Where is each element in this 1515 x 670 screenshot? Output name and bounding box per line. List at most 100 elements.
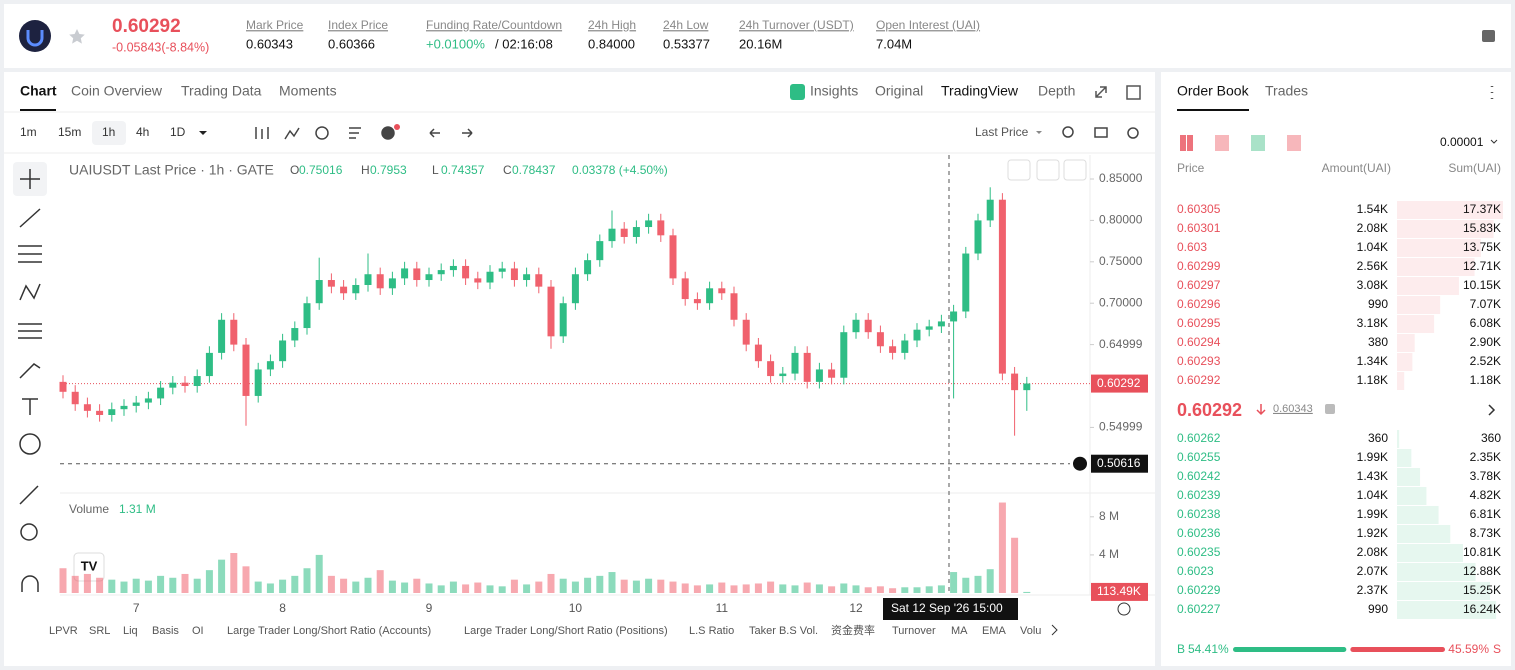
magnet-tool[interactable] <box>21 575 39 592</box>
chart-tab[interactable]: Moments <box>279 83 337 99</box>
volume-bar <box>779 584 787 593</box>
pattern-tool[interactable] <box>19 283 41 301</box>
book-amount: 3.18K <box>1357 316 1388 330</box>
crosshair-tool[interactable] <box>20 169 40 189</box>
fib-tool[interactable] <box>18 323 42 339</box>
indicator[interactable]: EMA <box>982 625 1007 637</box>
view-tab[interactable]: Depth <box>1038 83 1075 99</box>
y-tick-label: 0.75000 <box>1099 254 1143 268</box>
chart-tab[interactable]: Chart <box>20 83 57 99</box>
indicator[interactable]: Turnover <box>892 625 936 637</box>
candle-body <box>791 352 799 374</box>
price-type-arrow[interactable] <box>1036 131 1042 134</box>
indicator[interactable]: MA <box>951 625 968 637</box>
book-layout-bids[interactable] <box>1251 135 1265 151</box>
indicator[interactable]: L.S Ratio <box>689 625 734 637</box>
template-icon[interactable] <box>349 127 361 139</box>
channel-tool[interactable] <box>18 245 42 263</box>
text-tool[interactable] <box>22 398 38 415</box>
expand-icon[interactable] <box>1095 86 1107 98</box>
last-price-tag <box>1091 374 1148 393</box>
volume-bar <box>388 580 396 593</box>
book-tab[interactable]: Trades <box>1265 83 1308 99</box>
undo-icon[interactable] <box>429 128 440 138</box>
scroll-btn[interactable] <box>1007 159 1031 181</box>
candle-body <box>388 278 396 289</box>
indicator[interactable]: Volu <box>1020 625 1041 637</box>
replay-icon[interactable] <box>315 126 329 140</box>
chart-tab[interactable]: Trading Data <box>181 83 262 99</box>
indicator-scroll[interactable] <box>1051 624 1058 636</box>
chart-tab[interactable]: Coin Overview <box>71 83 163 99</box>
candle-body <box>596 241 604 261</box>
indicator[interactable]: Large Trader Long/Short Ratio (Accounts) <box>227 625 431 637</box>
interval[interactable]: 1h <box>102 125 115 139</box>
indicator[interactable]: Large Trader Long/Short Ratio (Positions… <box>464 625 668 637</box>
book-sum: 360 <box>1481 431 1501 445</box>
view-tab[interactable]: Insights <box>810 83 858 99</box>
book-price: 0.60297 <box>1177 278 1221 292</box>
precision[interactable]: 0.00001 <box>1440 135 1484 149</box>
fit-btn[interactable] <box>1063 159 1087 181</box>
depth-bar <box>1397 544 1463 562</box>
ruler-tool[interactable] <box>19 485 39 505</box>
dropdown-arrow[interactable] <box>199 131 207 135</box>
interval[interactable]: 4h <box>136 125 149 139</box>
brush-tool[interactable] <box>19 363 41 379</box>
indicator[interactable]: Basis <box>152 625 179 637</box>
indicator[interactable]: OI <box>192 625 204 637</box>
interval[interactable]: 1m <box>20 125 37 139</box>
indicator[interactable]: Liq <box>123 625 138 637</box>
header-price: 0.60292 <box>112 16 181 37</box>
add-icon[interactable] <box>381 126 395 140</box>
candle-type-icon[interactable] <box>255 127 269 139</box>
book-amount: 3.08K <box>1357 278 1388 292</box>
book-layout-asks[interactable] <box>1215 135 1229 151</box>
favorite-star[interactable] <box>69 29 85 44</box>
candle-body <box>303 303 311 329</box>
volume-bar <box>645 578 653 593</box>
volume-bar <box>474 582 482 593</box>
book-price: 0.6023 <box>1177 564 1214 578</box>
ohlc-label: O <box>290 163 299 177</box>
settings-icon[interactable] <box>1127 127 1139 139</box>
volume-bar <box>96 577 104 593</box>
window-icon[interactable] <box>1126 85 1141 100</box>
indicator[interactable]: LPVR <box>49 625 78 637</box>
interval[interactable]: 1D <box>170 125 186 139</box>
search-icon[interactable] <box>1062 126 1074 138</box>
view-tab[interactable]: Original <box>875 83 923 99</box>
book-amount: 2.07K <box>1357 564 1388 578</box>
crosshair-plus[interactable] <box>1073 456 1087 471</box>
book-sum: 2.52K <box>1470 354 1501 368</box>
redo-icon[interactable] <box>462 128 473 138</box>
notes-icon[interactable] <box>1482 30 1495 42</box>
book-price: 0.60235 <box>1177 545 1221 559</box>
settings-btn[interactable] <box>1117 602 1131 616</box>
candle-body <box>632 227 640 237</box>
indicator-icon[interactable] <box>284 127 300 140</box>
more-arrow[interactable] <box>1488 404 1496 416</box>
emoji-tool[interactable] <box>19 433 41 455</box>
book-tab[interactable]: Order Book <box>1177 83 1250 99</box>
indicator[interactable]: 资金费率 <box>831 623 875 637</box>
candle-body <box>498 268 506 272</box>
precision-arrow[interactable] <box>1490 139 1498 144</box>
book-layout-both[interactable] <box>1180 135 1193 151</box>
indicator[interactable]: Taker B.S Vol. <box>749 625 818 637</box>
book-price: 0.60299 <box>1177 259 1221 273</box>
volume-bar <box>901 587 909 593</box>
book-layout-alt[interactable] <box>1287 135 1301 151</box>
line-tool[interactable] <box>19 208 41 228</box>
candle-body <box>291 328 299 341</box>
interval[interactable]: 15m <box>58 125 81 139</box>
volume-bar <box>510 579 518 593</box>
depth-bar <box>1397 487 1427 505</box>
price-type[interactable]: Last Price <box>975 125 1029 139</box>
collapse-btn[interactable] <box>1036 159 1060 181</box>
view-tab[interactable]: TradingView <box>941 83 1019 99</box>
candle-body <box>986 199 994 221</box>
zoom-tool[interactable] <box>20 523 38 541</box>
camera-icon[interactable] <box>1094 127 1108 138</box>
indicator[interactable]: SRL <box>89 625 110 637</box>
